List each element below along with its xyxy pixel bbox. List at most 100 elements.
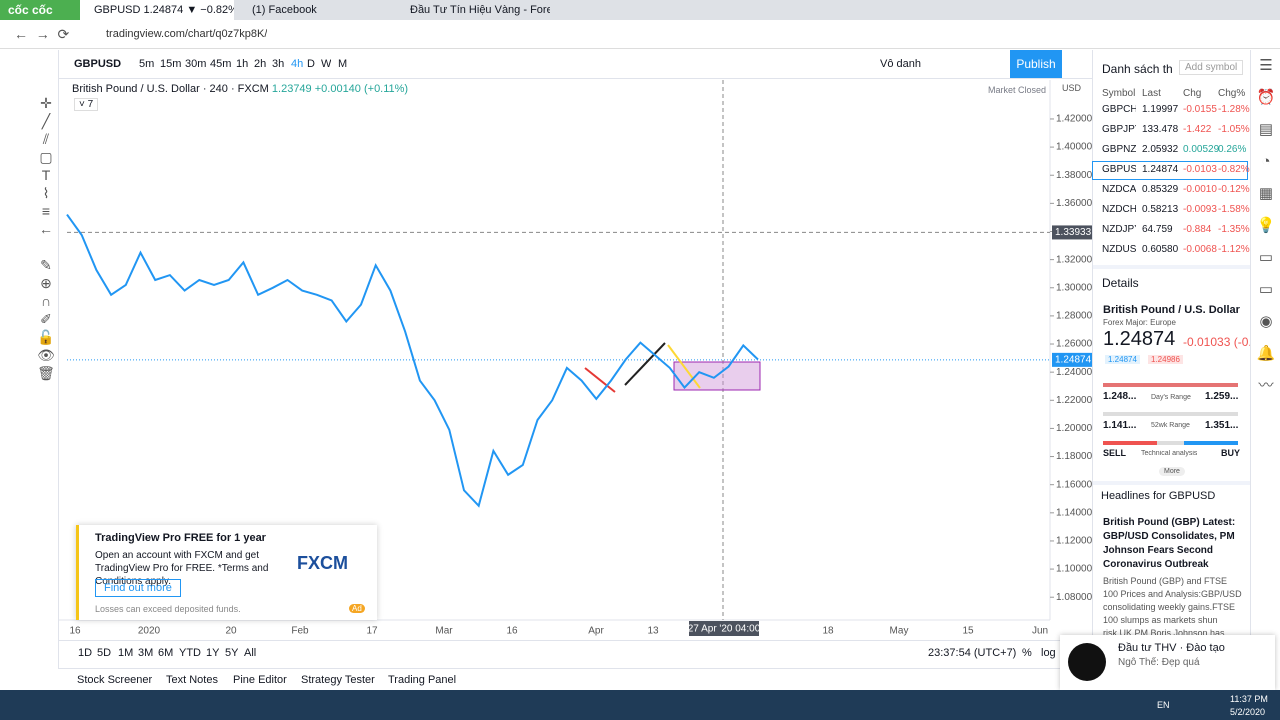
notification[interactable]: Đầu tư THV · Đào tạo Ngô Thế: Đẹp quá [1060,635,1275,690]
drawing-trend [584,367,616,393]
details-change: -0.01033 (-0.82%) [1183,335,1250,349]
symbol[interactable]: GBPUSD [74,58,122,70]
bottom-tab[interactable]: Text Notes [166,674,218,686]
add-symbol[interactable]: Add symbol [1179,60,1244,75]
watch-cell: -1.12% [1218,244,1250,255]
interval[interactable]: 2h [254,58,267,70]
day-low: 1.248... [1103,391,1137,402]
indicator-count: 7 [87,99,94,110]
crosshair-price-label: 1.33933 [1055,227,1092,238]
y-tick-label: 1.16000 [1056,479,1093,490]
ask: 1.24986 [1148,355,1183,364]
price-line [66,214,759,508]
watch-cell[interactable]: NZDCAD [1102,184,1136,195]
watch-cell[interactable]: NZDUSD [1102,244,1136,255]
drawing-toolbar: ✛ ╱ ⫽ ▢ T ⌇ ≡ ← ✎ ⊕ ∩ ✐ 🔓 👁 🗑 [0,50,59,690]
interval[interactable]: 30m [185,58,207,70]
legend-change: +0.00140 (+0.11%) [314,83,409,95]
browser-tab[interactable]: (1) Facebook [238,0,392,20]
details-market: Forex Major: Europe [1103,318,1176,327]
nav-icons[interactable]: ← → ⟳ [14,26,70,42]
range-button[interactable]: All [244,647,257,659]
legend-title: British Pound / U.S. Dollar · 240 · FXCM [72,83,269,95]
range-button[interactable]: 3M [138,647,154,659]
x-tick-label: 18 [822,626,834,637]
headline[interactable]: British Pound (GBP) Latest: GBP/USD Cons… [1103,517,1236,570]
bottom-tab[interactable]: Stock Screener [77,674,153,686]
ad-brand: FXCM [297,553,348,573]
indicator-toggle[interactable]: ˅ 7 [74,98,99,111]
day-high: 1.259... [1205,391,1239,402]
browser-tab[interactable]: GBPUSD 1.24874 ▼ −0.82% ... [80,0,234,20]
watch-cell: -1.35% [1218,224,1250,235]
interval[interactable]: 4h [291,58,304,70]
interval[interactable]: M [338,58,348,70]
y-tick-label: 1.18000 [1056,451,1093,462]
y-tick-label: 1.36000 [1056,198,1093,209]
percent-toggle[interactable]: % [1022,647,1032,659]
notification-message: Ngô Thế: Đẹp quá [1118,657,1200,668]
x-tick-label: 13 [647,626,659,637]
range-button[interactable]: 5D [97,647,112,659]
interval[interactable]: 45m [210,58,232,70]
range-button[interactable]: YTD [179,647,201,659]
browser-logo: cốc cốc [0,0,80,20]
interval[interactable]: 15m [160,58,182,70]
watch-cell: 1.19997 [1142,104,1179,115]
details-title: Details [1102,276,1139,290]
ad-panel: TradingView Pro FREE for 1 year Open an … [76,525,377,620]
range-button[interactable]: 6M [158,647,174,659]
watch-cell: 0.26% [1218,144,1247,155]
range-button[interactable]: 1Y [206,647,220,659]
watch-cell[interactable]: GBPCHF [1102,104,1136,115]
side-icons[interactable]: ☰ ⏰ ▤ ◔ ▦ 💡 ▭ ▭ ◉ 🔔 〰 [1250,50,1280,690]
interval[interactable]: 3h [272,58,285,70]
browser-tab[interactable]: Đầu Tư Tín Hiệu Vàng - Forex... [396,0,550,20]
range-button[interactable]: 1D [78,647,93,659]
range-button[interactable]: 5Y [225,647,239,659]
bottom-tab[interactable]: Pine Editor [233,674,287,686]
x-tick-label: Feb [291,626,309,637]
x-tick-label: Jun [1032,626,1048,637]
language: EN [1157,700,1170,710]
url[interactable]: tradingview.com/chart/q0z7kp8K/ [106,28,268,40]
tool-icons[interactable]: ✛ ╱ ⫽ ▢ T ⌇ ≡ ← ✎ ⊕ ∩ ✐ 🔓 👁 🗑 [37,95,55,381]
range-button[interactable]: 1M [118,647,134,659]
y-tick-label: 1.32000 [1056,254,1093,265]
bottom-tab[interactable]: Trading Panel [388,674,457,686]
headlines-title: Headlines for GBPUSD [1101,490,1216,502]
bid: 1.24874 [1105,355,1140,364]
watch-cell: -0.82% [1218,164,1250,175]
interval[interactable]: W [321,58,332,70]
ad-note: Losses can exceed deposited funds. [95,604,241,614]
headline-body: British Pound (GBP) and FTSE 100 Prices … [1103,576,1242,635]
wk-range-label: 52wk Range [1151,422,1190,429]
ad-button[interactable]: Find out more [95,579,181,597]
watch-cell: -1.58% [1218,204,1250,215]
watch-header: Chg [1183,88,1202,99]
more-button[interactable]: More [1159,467,1185,476]
watch-cell[interactable]: GBPNZD [1102,144,1136,155]
watch-cell[interactable]: GBPJPY [1102,124,1136,135]
publish-button[interactable]: Publish [1010,50,1062,78]
details-name: British Pound / U.S. Dollar [1103,304,1240,316]
interval[interactable]: 5m [139,58,155,70]
watch-cell: 0.58213 [1142,204,1179,215]
watch-cell: -1.28% [1218,104,1250,115]
watch-cell[interactable]: NZDJPY [1102,224,1136,235]
watch-cell[interactable]: GBPUSD [1102,164,1136,175]
watch-cell[interactable]: NZDCHF [1102,204,1136,215]
x-tick-label: 16 [506,626,518,637]
watch-cell: -0.884 [1183,224,1212,235]
interval[interactable]: 1h [236,58,249,70]
crosshair-time-box [689,621,759,636]
log-toggle[interactable]: log [1041,647,1056,659]
interval[interactable]: D [307,58,315,70]
watchlist-title[interactable]: Danh sách th [1102,62,1173,76]
current-price-box [1052,352,1092,367]
bottom-tab[interactable]: Strategy Tester [301,674,375,686]
x-tick-label: 20 [225,626,237,637]
watch-header: Symbol [1102,88,1136,99]
layout-name[interactable]: Vô danh [880,58,921,70]
